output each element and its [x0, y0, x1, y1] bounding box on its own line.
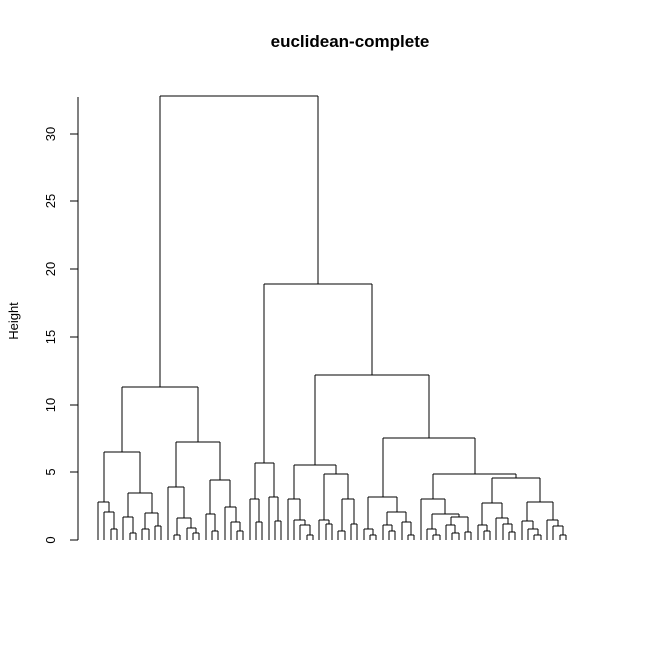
y-tick-label: 25 [43, 194, 58, 208]
dendrogram-tree [97, 95, 567, 540]
y-tick-label: 5 [43, 468, 58, 475]
y-tick-label: 10 [43, 398, 58, 412]
chart-title: euclidean-complete [271, 32, 430, 51]
y-tick-label: 15 [43, 330, 58, 344]
y-ticks: 0 5 10 15 20 25 30 [43, 127, 78, 544]
y-axis: 0 5 10 15 20 25 30 [43, 97, 79, 544]
y-tick-label: 0 [43, 536, 58, 543]
y-axis-label: Height [6, 302, 21, 340]
y-tick-label: 20 [43, 262, 58, 276]
y-tick-label: 30 [43, 127, 58, 141]
